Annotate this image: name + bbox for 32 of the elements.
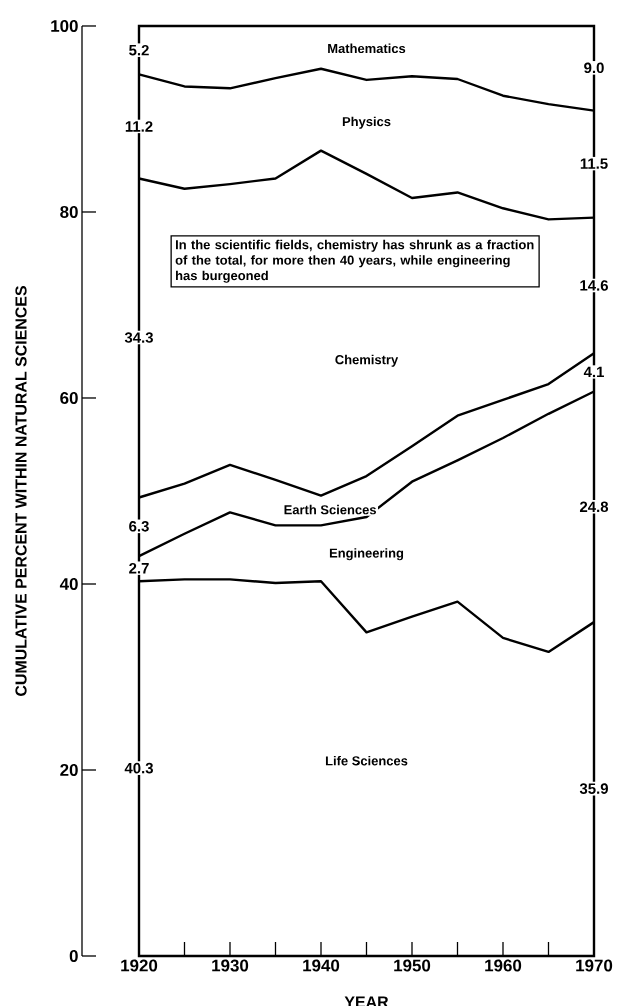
- annotation: 14.6: [580, 280, 608, 291]
- annotation: Physics: [342, 116, 391, 129]
- x-tick-label: 1920: [121, 959, 158, 972]
- annotation: 2.7: [129, 562, 149, 574]
- annotation: 34.3: [124, 332, 153, 343]
- annotation: Engineering: [329, 548, 404, 561]
- annotation: Chemistry: [335, 354, 399, 367]
- annotation: Earth Sciences: [284, 504, 376, 515]
- annotation: 11.2: [125, 121, 153, 132]
- x-tick-label: 1930: [212, 959, 249, 972]
- x-tick-label: 1950: [394, 959, 431, 972]
- annotation: Life Sciences: [325, 755, 408, 766]
- annotation: 40.3: [124, 762, 153, 774]
- annotation: 35.9: [579, 783, 608, 794]
- annotation: 4.1: [583, 366, 604, 378]
- y-tick-label: 100: [51, 19, 78, 32]
- annotation: 6.3: [129, 521, 149, 532]
- y-tick-label: 20: [60, 764, 78, 776]
- annotation: In the scientific fields, chemistry has shrunk as a fraction of the total, for more then 40 years, while engineering has burgeoned: [175, 239, 534, 283]
- annotation: 9.0: [584, 62, 604, 74]
- y-axis-title: CUMULATIVE PERCENT WITHIN NATURAL SCIENCES: [15, 286, 27, 696]
- y-tick-label: 40: [59, 578, 78, 590]
- annotation: Mathematics: [328, 43, 406, 54]
- y-tick-label: 60: [60, 391, 78, 404]
- annotation: 11.5: [580, 158, 608, 169]
- x-tick-label: 1970: [576, 959, 613, 972]
- annotation: 5.2: [129, 44, 149, 56]
- x-tick-label: 1940: [303, 959, 340, 972]
- y-tick-label: 80: [60, 205, 78, 218]
- annotation: 24.8: [579, 501, 609, 513]
- x-tick-label: 1960: [485, 959, 522, 972]
- y-tick-label: 0: [69, 950, 78, 962]
